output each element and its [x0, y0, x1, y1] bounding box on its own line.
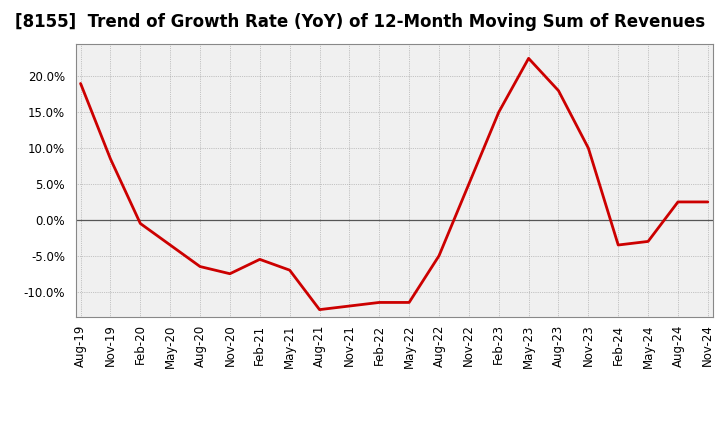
Text: [8155]  Trend of Growth Rate (YoY) of 12-Month Moving Sum of Revenues: [8155] Trend of Growth Rate (YoY) of 12-… [15, 13, 705, 31]
